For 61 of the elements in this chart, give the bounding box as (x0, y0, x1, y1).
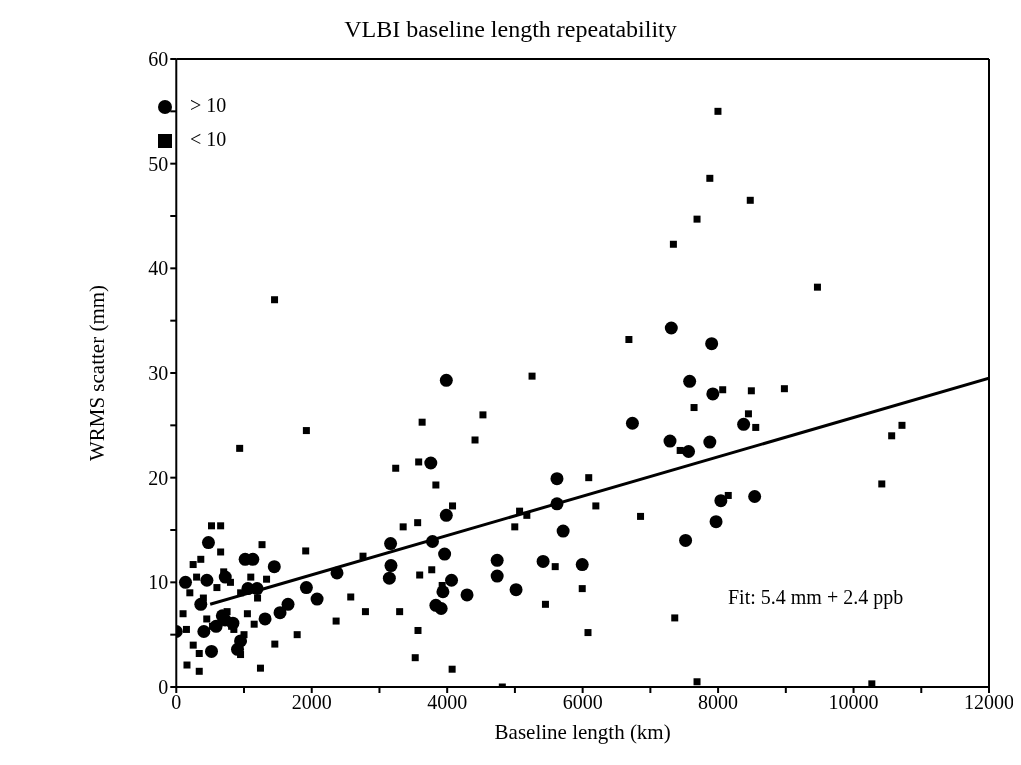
point (682, 445, 696, 458)
point (382, 571, 396, 585)
point (200, 573, 214, 587)
point (424, 456, 438, 470)
point (258, 612, 272, 626)
point (299, 581, 313, 595)
x-tick-label: 10000 (828, 691, 879, 714)
point (705, 337, 719, 351)
y-tick-label: 60 (148, 48, 169, 71)
point (709, 515, 723, 529)
y-tick-label: 10 (148, 571, 169, 594)
y-tick-label: 20 (148, 466, 169, 489)
point (737, 417, 751, 431)
x-tick-label: 12000 (964, 691, 1014, 714)
y-tick-label: 40 (148, 257, 169, 280)
point (663, 434, 677, 448)
point (310, 592, 324, 606)
point (438, 547, 452, 561)
x-tick-label: 4000 (427, 691, 468, 714)
y-tick-label: 0 (158, 676, 169, 699)
point (281, 597, 295, 611)
point (575, 558, 589, 572)
x-tick-label: 8000 (698, 691, 739, 714)
point (273, 606, 287, 620)
point (439, 508, 453, 522)
point (197, 625, 211, 639)
point (439, 373, 453, 387)
x-axis-title: Baseline length (km) (494, 720, 671, 744)
point (460, 588, 474, 602)
annotation: Fit: 5.4 mm + 2.4 ppb (728, 586, 904, 609)
point (384, 559, 398, 573)
x-tick-label: 2000 (291, 691, 332, 714)
point (434, 602, 448, 615)
point (201, 536, 215, 550)
point (748, 490, 762, 504)
point (703, 435, 717, 449)
point (490, 569, 504, 583)
y-tick-label: 50 (148, 152, 169, 175)
point (714, 494, 728, 508)
point (664, 321, 678, 335)
legend-label: < 10 (190, 128, 227, 150)
point (683, 374, 697, 388)
point (706, 387, 720, 401)
point (625, 416, 639, 430)
point (556, 524, 570, 538)
point (445, 573, 459, 587)
y-axis-title: WRMS scatter (mm) (84, 284, 109, 462)
y-tick-label: 30 (148, 362, 169, 385)
point (246, 552, 260, 566)
point (267, 560, 281, 574)
x-tick-label: 6000 (562, 691, 603, 714)
point (536, 554, 550, 568)
legend-label: > 10 (190, 94, 227, 116)
point (509, 583, 523, 597)
chart-title: VLBI baseline length repeatability (343, 16, 678, 43)
point (384, 537, 398, 551)
point (679, 533, 693, 547)
point (205, 644, 218, 658)
point (550, 472, 564, 486)
point (178, 575, 192, 589)
point (490, 553, 504, 567)
